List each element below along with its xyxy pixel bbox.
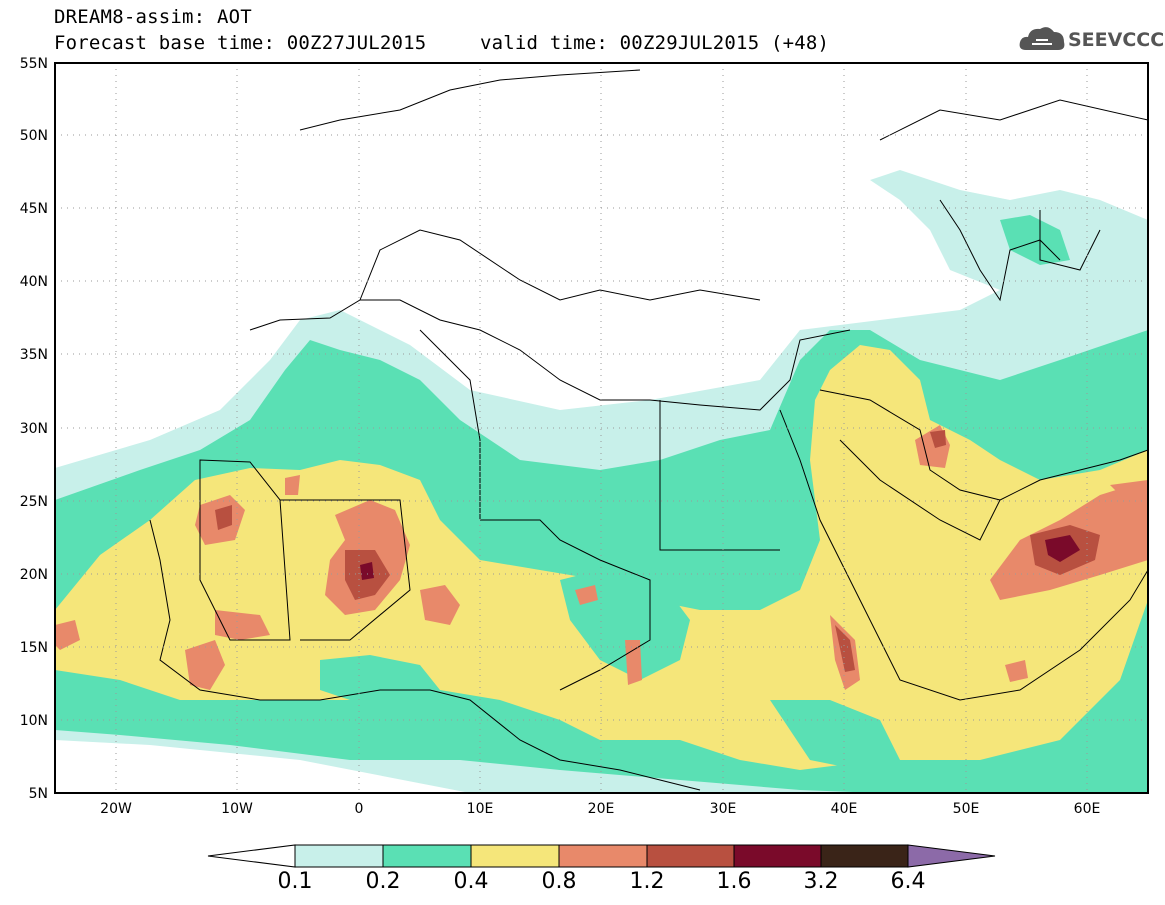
colorbar-swatch [733,844,822,868]
graticule [55,63,1148,793]
lon-label: 0 [355,801,364,817]
colorbar-swatch [820,844,909,868]
valid-time: valid time: 00Z29JUL2015 (+48) [480,32,830,54]
lon-label: 10E [467,801,494,817]
colorbar-label: 0.4 [453,869,489,894]
lat-label: 55N [20,56,48,72]
lon-label: 60E [1074,801,1101,817]
lon-label: 40E [831,801,858,817]
colorbar-label: 0.2 [365,869,401,894]
colorbar-swatch [470,844,560,868]
lat-label: 25N [20,494,48,510]
lat-label: 20N [20,567,48,583]
lon-label: 30E [710,801,737,817]
lon-label: 20E [588,801,615,817]
lat-label: 30N [20,421,48,437]
lat-label: 10N [20,713,48,729]
colorbar-over-triangle [907,844,996,868]
colorbar-under-triangle [207,844,296,868]
cloud-icon [1019,27,1065,50]
lat-label: 45N [20,201,48,217]
colorbar-label: 1.6 [716,869,752,894]
colorbar-swatch [558,844,648,868]
longitude-axis: 20W 10W 0 10E 20E 30E 40E 50E 60E [100,801,1100,817]
logo-text: SEEVCCC [1068,29,1165,51]
colorbar-label: 0.1 [277,869,313,894]
latitude-axis: 55N 50N 45N 40N 35N 30N 25N 20N 15N 10N … [20,56,48,802]
colorbar-swatch [382,844,472,868]
map-frame [54,62,1149,794]
colorbar-label: 0.8 [541,869,577,894]
lat-label: 35N [20,347,48,363]
lon-label: 20W [100,801,132,817]
colorbar-label: 6.4 [890,869,926,894]
forecast-base-time: Forecast base time: 00Z27JUL2015 [54,32,427,54]
colorbar-swatch [294,844,384,868]
lat-label: 50N [20,128,48,144]
colorbar [207,844,996,868]
colorbar-label: 1.2 [629,869,665,894]
lat-label: 40N [20,274,48,290]
lat-label: 15N [20,640,48,656]
lon-label: 50E [953,801,980,817]
lon-label: 10W [221,801,253,817]
colorbar-label: 3.2 [803,869,839,894]
lat-label: 5N [29,786,48,802]
map-title: DREAM8-assim: AOT [54,6,252,28]
coastlines [149,69,1148,791]
colorbar-swatch [646,844,735,868]
seevccc-logo: SEEVCCC [1018,20,1164,60]
